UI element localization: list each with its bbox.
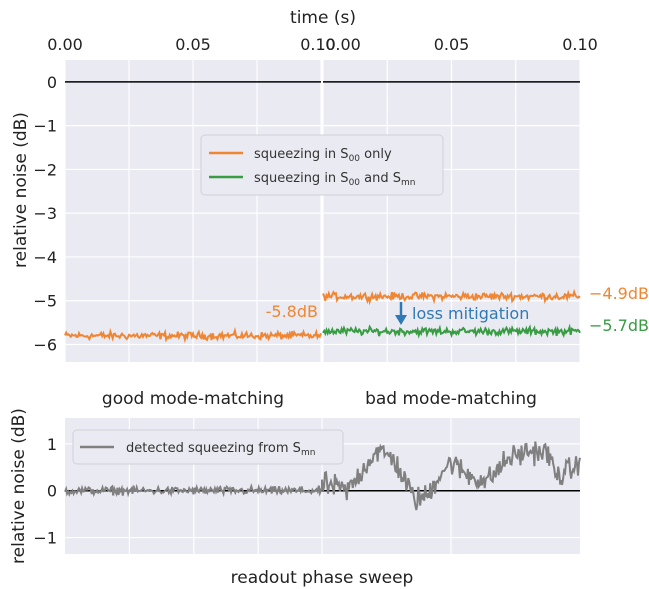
annotation-minus-5-8-db: -5.8dB	[266, 302, 318, 321]
series-line	[322, 288, 581, 306]
y-tick-label: −5	[33, 292, 57, 311]
y-tick-label: −1	[33, 117, 57, 136]
x-tick-label: 0.10	[300, 35, 336, 54]
y-tick-label: −4	[33, 248, 57, 267]
series-line	[322, 323, 581, 339]
y-axis-title-top: relative noise (dB)	[11, 112, 31, 268]
annotation-loss-mitigation: loss mitigation	[412, 304, 529, 323]
series-line	[64, 441, 581, 511]
y-axis-title-bottom: relative noise (dB)	[9, 408, 29, 564]
x-tick-label: 0.05	[434, 35, 470, 54]
y-tick-label: 0	[47, 482, 57, 501]
x-tick-label: 0.00	[325, 35, 361, 54]
series-line	[64, 327, 322, 344]
caption-bad-mode-matching: bad mode-matching	[365, 389, 537, 409]
series-layer	[64, 81, 581, 511]
legend-top: squeezing in S00 only squeezing in S00 a…	[200, 134, 444, 196]
y-tick-label: −2	[33, 160, 57, 179]
annotation-minus-4-9-db: −4.9dB	[589, 284, 649, 303]
x-tick-label: 0.10	[562, 35, 598, 54]
y-tick-label: −3	[33, 204, 57, 223]
x-axis-title-top: time (s)	[290, 8, 356, 28]
caption-good-mode-matching: good mode-matching	[102, 389, 284, 409]
y-tick-label: 1	[47, 435, 57, 454]
x-axis-title-bottom: readout phase sweep	[231, 568, 414, 588]
tick-labels: 0−1−2−3−4−5−60.00 0.05 0.100.00 0.05 0.1010−…	[33, 35, 597, 548]
legend-label-s00-and-smn: squeezing in S00 and Smn	[254, 171, 415, 188]
y-tick-label: −6	[33, 335, 57, 354]
loss-mitigation-arrow	[395, 302, 407, 325]
x-tick-label: 0.00	[47, 35, 83, 54]
legend-bottom: detected squeezing from Smn	[72, 429, 344, 465]
y-tick-label: −1	[33, 529, 57, 548]
y-tick-label: 0	[47, 73, 57, 92]
legend-label-detected-squeezing: detected squeezing from Smn	[126, 441, 315, 458]
legend-label-s00-only: squeezing in S00 only	[254, 147, 392, 164]
annotation-minus-5-7-db: −5.7dB	[589, 316, 649, 335]
x-tick-label: 0.05	[175, 35, 211, 54]
